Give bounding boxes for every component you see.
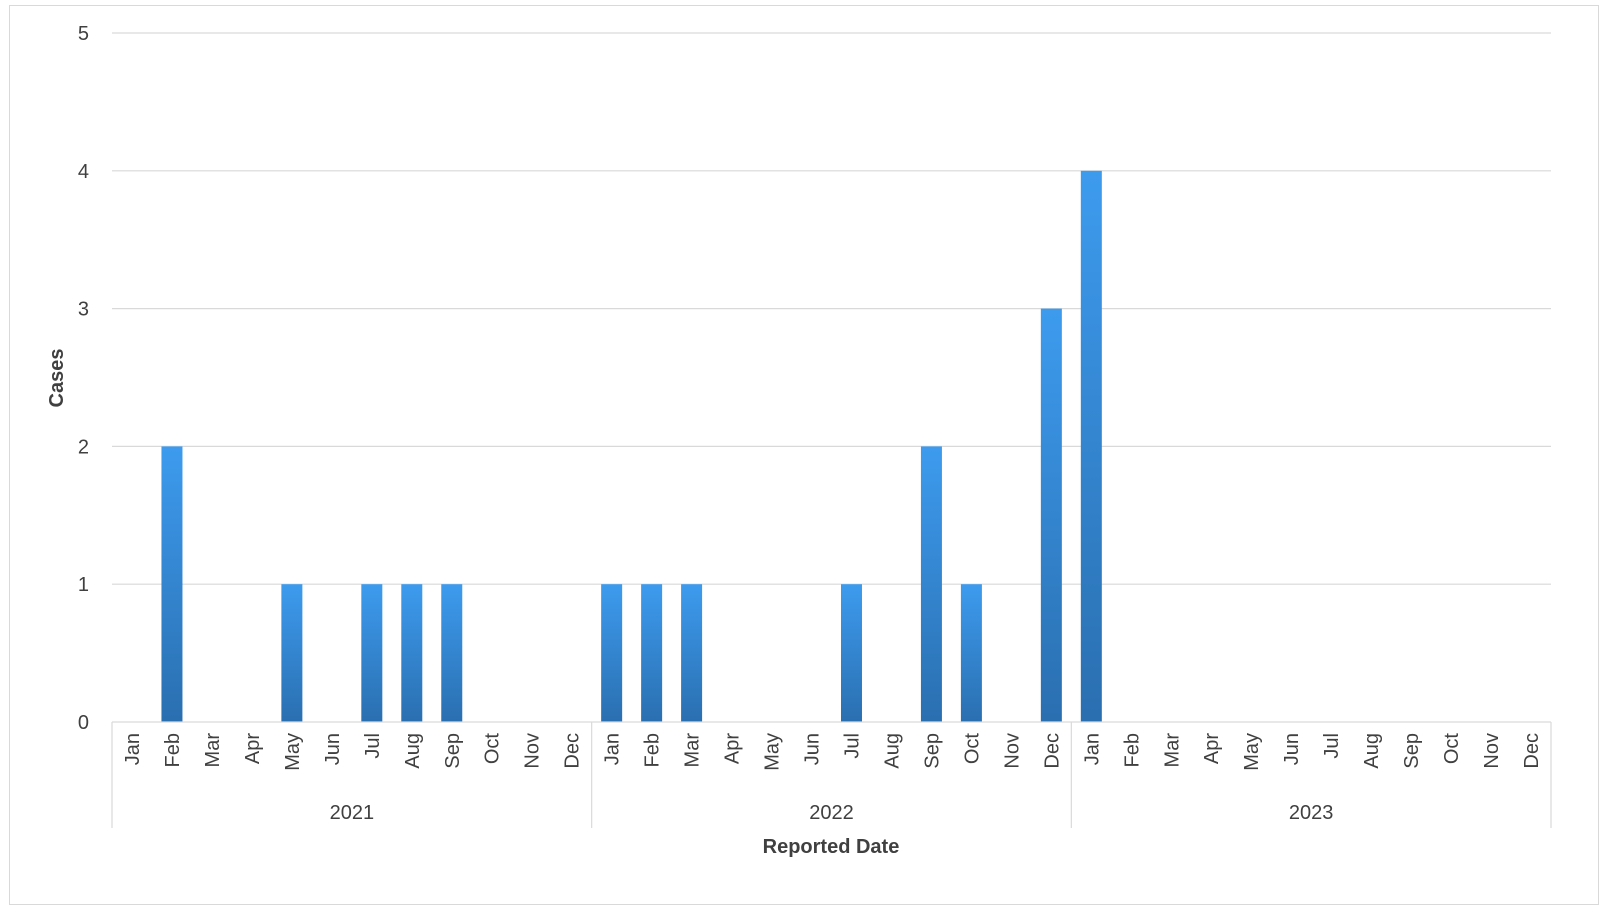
- x-axis: Jan Feb Mar Apr May Jun Jul Aug Sep Oct Nov Dec Jan F…: [111, 721, 1552, 828]
- x-tick-label: May: [1241, 733, 1263, 771]
- x-tick-label: Sep: [442, 733, 464, 769]
- x-tick-label: Aug: [881, 733, 903, 769]
- x-tick-label: Oct: [1441, 733, 1463, 765]
- bar: [960, 584, 982, 722]
- bar: [401, 584, 423, 722]
- bar: [840, 584, 862, 722]
- bar: [681, 584, 703, 722]
- x-tick-label: Nov: [1481, 733, 1503, 769]
- x-tick-label: Jan: [1081, 733, 1103, 765]
- y-tick-label: 3: [78, 299, 89, 321]
- x-tick-label: Apr: [1201, 733, 1223, 764]
- bar: [361, 584, 383, 722]
- x-tick-label: Oct: [482, 733, 504, 765]
- year-group-label: 2021: [330, 802, 375, 824]
- y-tick-label: 5: [78, 23, 89, 45]
- y-tick-label: 1: [78, 574, 89, 596]
- x-tick-label: Jul: [1321, 733, 1343, 759]
- y-tick-label: 4: [78, 161, 89, 183]
- bar: [161, 446, 183, 722]
- x-tick-label: Sep: [921, 733, 943, 769]
- y-axis-title: Cases: [46, 349, 68, 408]
- x-tick-label: Apr: [242, 733, 264, 764]
- x-tick-label: Aug: [1361, 733, 1383, 769]
- bar: [641, 584, 663, 722]
- x-tick-label: Jun: [1281, 733, 1303, 765]
- x-tick-label: Jan: [122, 733, 144, 765]
- bar: [1080, 170, 1102, 723]
- x-tick-label: Feb: [1121, 733, 1143, 767]
- x-tick-label: Jul: [841, 733, 863, 759]
- bar: [1040, 308, 1062, 722]
- x-tick-label: Mar: [202, 733, 224, 768]
- x-tick-label: Feb: [162, 733, 184, 767]
- gridlines: [112, 32, 1551, 585]
- x-tick-label: May: [762, 733, 784, 771]
- chart-frame: [9, 5, 1599, 905]
- x-tick-label: Dec: [562, 733, 584, 769]
- year-group-label: 2023: [1289, 802, 1334, 824]
- y-tick-label: 0: [78, 712, 89, 734]
- y-tick-label: 2: [78, 436, 89, 458]
- x-tick-label: May: [282, 733, 304, 771]
- bar: [601, 584, 623, 722]
- x-tick-label: Feb: [642, 733, 664, 767]
- x-tick-label: Jun: [802, 733, 824, 765]
- x-tick-label: Apr: [722, 733, 744, 764]
- bar: [920, 446, 942, 722]
- x-tick-label: Sep: [1401, 733, 1423, 769]
- x-tick-label: Oct: [961, 733, 983, 765]
- bar: [281, 584, 303, 722]
- x-tick-label: Nov: [522, 733, 544, 769]
- bar: [441, 584, 463, 722]
- x-tick-label: Jan: [602, 733, 624, 765]
- x-tick-label: Aug: [402, 733, 424, 769]
- x-tick-label: Mar: [682, 733, 704, 768]
- x-tick-label: Dec: [1041, 733, 1063, 769]
- y-axis-ticks: 0 1 2 3 4 5: [78, 23, 89, 734]
- x-tick-label: Mar: [1161, 733, 1183, 768]
- year-group-label: 2022: [809, 802, 854, 824]
- x-tick-label: Jun: [322, 733, 344, 765]
- x-axis-title: Reported Date: [763, 836, 900, 858]
- x-tick-label: Jul: [362, 733, 384, 759]
- bars: [161, 170, 1102, 723]
- x-tick-label: Dec: [1521, 733, 1543, 769]
- x-tick-label: Nov: [1001, 733, 1023, 769]
